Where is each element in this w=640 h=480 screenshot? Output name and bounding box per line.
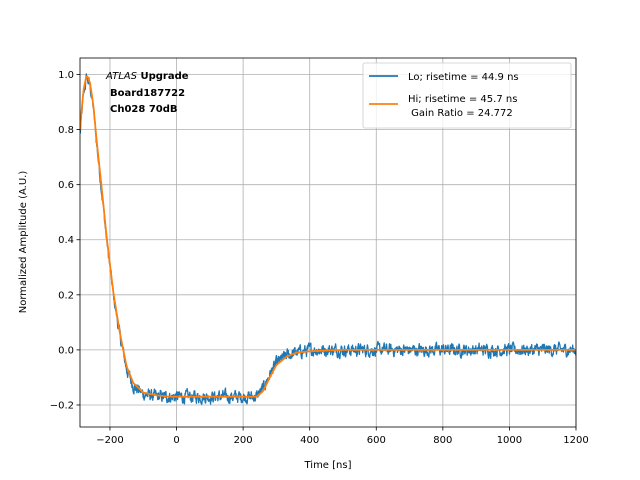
svg-text:ATLAS Upgrade: ATLAS Upgrade: [105, 71, 189, 82]
series-line-lo: [80, 73, 576, 405]
y-tick-label: 0.8: [58, 125, 74, 136]
ticks: −200 0 200 400 600 800 1000 1200 −0.2 0.0 0.2 0.4 0.…: [50, 70, 589, 446]
y-tick-label: −0.2: [50, 400, 74, 411]
annotation-upgrade: Upgrade: [137, 71, 189, 82]
y-tick-label: 0.2: [58, 290, 74, 301]
x-tick-label: 1000: [497, 435, 522, 446]
legend-box: [362, 62, 572, 129]
x-tick-label: −200: [96, 435, 123, 446]
x-tick-label: 0: [173, 435, 179, 446]
x-tick-label: 400: [300, 435, 319, 446]
x-tick-label: 600: [367, 435, 386, 446]
y-tick-label: 0.6: [58, 180, 74, 191]
series-layer: [80, 73, 576, 405]
y-axis-label: Normalized Amplitude (A.U.): [18, 171, 29, 314]
y-tick-label: 1.0: [58, 70, 74, 81]
x-tick-label: 200: [234, 435, 253, 446]
annotation-board: Board187722: [110, 88, 185, 99]
x-tick-label: 800: [433, 435, 452, 446]
series-line-hi: [80, 75, 576, 398]
legend: Lo; risetime = 44.9 ns Hi; risetime = 45…: [362, 62, 572, 129]
legend-label-lo: Lo; risetime = 44.9 ns: [408, 72, 519, 83]
legend-label-hi: Hi; risetime = 45.7 ns Gain Ratio = 24.7…: [408, 94, 517, 119]
annotation-atlas: ATLAS: [105, 71, 138, 82]
y-tick-label: 0.0: [58, 345, 74, 356]
legend-label-hi-line: Hi; risetime = 45.7 ns: [408, 94, 517, 105]
x-tick-label: 1200: [563, 435, 588, 446]
y-tick-label: 0.4: [58, 235, 74, 246]
x-axis-label: Time [ns]: [303, 460, 351, 471]
annotation: ATLAS Upgrade Board187722 Ch028 70dB: [105, 71, 189, 115]
annotation-channel: Ch028 70dB: [110, 104, 178, 115]
plot-frame: [79, 57, 577, 428]
legend-label-hi-line: Gain Ratio = 24.772: [408, 108, 513, 119]
